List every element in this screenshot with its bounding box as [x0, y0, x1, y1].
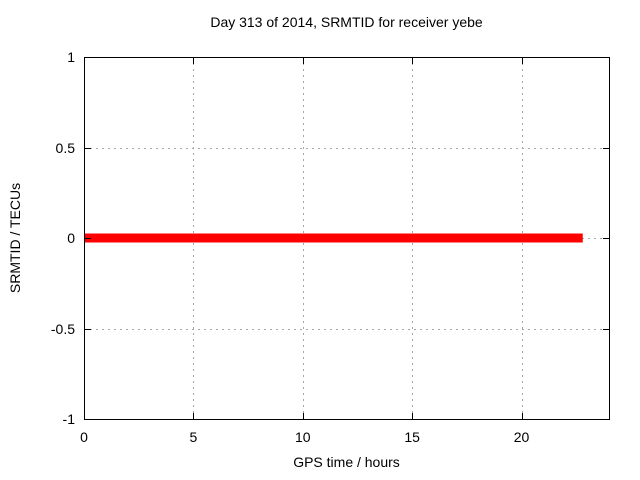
- y-tick-label: 1: [67, 49, 75, 65]
- x-tick-label: 0: [80, 429, 88, 445]
- x-tick-label: 5: [189, 429, 198, 445]
- y-tick-label: -1: [62, 411, 75, 427]
- x-tick-label: 20: [513, 429, 530, 445]
- chart-title: Day 313 of 2014, SRMTID for receiver yeb…: [210, 14, 483, 30]
- x-tick-label: 10: [294, 429, 311, 445]
- y-tick-label: 0: [67, 230, 75, 246]
- y-tick-label: 0.5: [55, 139, 75, 156]
- x-axis-label: GPS time / hours: [293, 454, 400, 470]
- x-tick-label: 15: [404, 429, 420, 445]
- y-tick-label: -0.5: [50, 320, 75, 337]
- plot-border: [84, 57, 610, 420]
